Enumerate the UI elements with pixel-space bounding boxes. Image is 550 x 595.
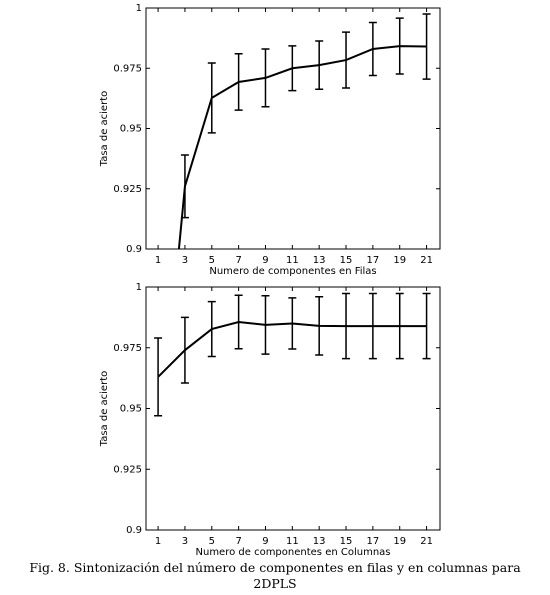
- x-tick-label: 3: [182, 536, 188, 547]
- error-bar: [180, 154, 189, 219]
- plot-area: [154, 13, 431, 495]
- x-tick-label: 13: [313, 536, 326, 547]
- y-tick-label: 1: [136, 3, 142, 14]
- x-tick-label: 21: [420, 536, 433, 547]
- x-tick-label: 7: [235, 536, 241, 547]
- error-bar: [422, 292, 431, 360]
- error-bar: [180, 316, 189, 384]
- x-tick-label: 5: [209, 536, 215, 547]
- error-bar: [154, 337, 163, 417]
- y-tick-label: 0.9: [126, 244, 142, 255]
- x-tick-label: 19: [393, 536, 406, 547]
- error-bar: [368, 292, 377, 360]
- x-tick-label: 21: [420, 255, 433, 266]
- error-bar: [395, 17, 404, 75]
- y-tick-label: 0.925: [113, 184, 142, 195]
- x-tick-label: 17: [367, 536, 380, 547]
- x-tick-label: 1: [155, 255, 161, 266]
- x-tick-label: 7: [235, 255, 241, 266]
- error-bar: [234, 294, 243, 350]
- y-tick-label: 0.95: [120, 124, 142, 135]
- y-tick-label: 0.975: [113, 343, 142, 354]
- error-bar: [368, 21, 377, 77]
- y-tick-label: 0.9: [126, 525, 142, 536]
- x-tick-label: 5: [209, 255, 215, 266]
- plot-area: [154, 292, 431, 417]
- error-bar: [207, 300, 216, 358]
- x-tick-label: 3: [182, 255, 188, 266]
- error-bar: [342, 31, 351, 89]
- x-tick-label: 15: [340, 536, 353, 547]
- error-bar: [234, 53, 243, 111]
- error-bar: [288, 297, 297, 350]
- plot-frame: [145, 7, 441, 250]
- x-tick-label: 15: [340, 255, 353, 266]
- x-axis-label: Numero de componentes en Filas: [209, 266, 376, 277]
- error-bar: [261, 48, 270, 108]
- error-bar: [315, 40, 324, 90]
- x-axis-label: Numero de componentes en Columnas: [196, 547, 391, 558]
- error-bar: [288, 45, 297, 92]
- error-bar: [207, 62, 216, 134]
- error-bar: [342, 292, 351, 360]
- x-tick-label: 11: [286, 536, 299, 547]
- y-tick-label: 0.925: [113, 464, 142, 475]
- x-tick-label: 9: [262, 536, 268, 547]
- y-tick-label: 0.975: [113, 63, 142, 74]
- caption: Fig. 8. Sintonización del número de comp…: [29, 560, 521, 591]
- x-tick-label: 17: [367, 255, 380, 266]
- x-tick-label: 13: [313, 255, 326, 266]
- y-tick-label: 1: [136, 282, 142, 293]
- error-bar: [154, 437, 162, 495]
- error-bar: [395, 292, 404, 360]
- y-axis-label: Tasa de acierto: [99, 91, 110, 167]
- x-tick-label: 19: [393, 255, 406, 266]
- x-tick-label: 1: [155, 536, 161, 547]
- error-bar: [315, 295, 324, 356]
- x-tick-label: 9: [262, 255, 268, 266]
- error-bar: [261, 294, 270, 355]
- error-bar: [422, 13, 431, 80]
- y-tick-label: 0.95: [120, 404, 142, 415]
- x-tick-label: 11: [286, 255, 299, 266]
- y-axis-label: Tasa de acierto: [99, 371, 110, 447]
